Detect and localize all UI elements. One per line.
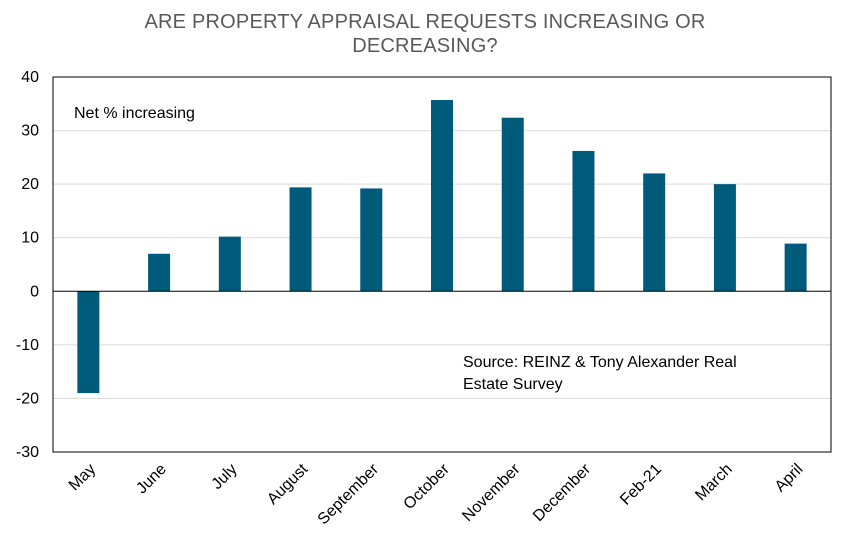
bar	[360, 188, 383, 292]
chart-title-line-1: ARE PROPERTY APPRAISAL REQUESTS INCREASI…	[144, 11, 706, 33]
y-tick-label: 20	[21, 176, 39, 193]
x-tick-label: November	[459, 460, 524, 525]
x-tick-label: April	[772, 461, 807, 496]
x-tick-label: October	[401, 460, 454, 513]
bar	[77, 291, 100, 394]
bar	[218, 236, 241, 292]
bar	[643, 173, 666, 292]
x-tick-label: August	[264, 460, 312, 508]
chart-title: ARE PROPERTY APPRAISAL REQUESTS INCREASI…	[0, 10, 850, 58]
source-line-2: Estate Survey	[463, 376, 563, 393]
x-tick-label: July	[209, 461, 241, 493]
bar	[148, 253, 171, 292]
y-tick-label: 0	[30, 283, 39, 300]
bar	[713, 184, 736, 292]
x-tick-label: May	[66, 461, 99, 494]
y-tick-label: -30	[16, 444, 39, 461]
chart-title-line-2: DECREASING?	[352, 35, 498, 57]
y-tick-label: 10	[21, 230, 39, 247]
x-tick-label: Feb-21	[617, 461, 665, 509]
y-tick-label: 30	[21, 123, 39, 140]
y-tick-label: -20	[16, 390, 39, 407]
y-tick-label: 40	[21, 69, 39, 86]
source-line-1: Source: REINZ & Tony Alexander Real	[463, 354, 737, 371]
y-tick-label: -10	[16, 337, 39, 354]
plot-frame	[52, 76, 832, 453]
source-note: Source: REINZ & Tony Alexander Real Esta…	[463, 352, 737, 396]
x-tick-label: June	[133, 461, 170, 498]
bar	[501, 117, 524, 292]
bar	[431, 100, 453, 292]
bar	[784, 243, 807, 292]
x-tick-label: December	[530, 460, 595, 525]
annotation-net-increasing: Net % increasing	[74, 105, 195, 122]
x-tick-label: September	[315, 460, 383, 528]
bar	[289, 187, 312, 292]
bar	[572, 150, 595, 292]
x-tick-label: March	[692, 461, 735, 504]
